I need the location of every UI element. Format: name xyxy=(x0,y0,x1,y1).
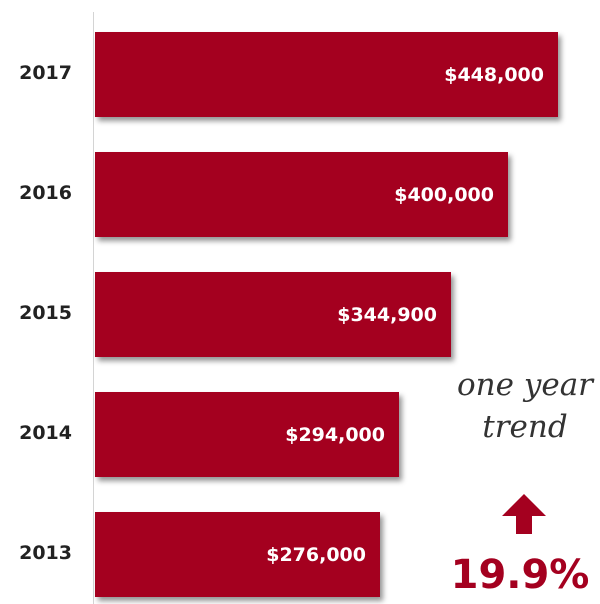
category-label-2016: 2016 xyxy=(19,181,72,204)
category-label-2017: 2017 xyxy=(19,61,72,84)
bar-value-label-2017: $448,000 xyxy=(444,63,544,86)
trend-label-line-2: trend xyxy=(482,409,568,445)
bar-value-label-2013: $276,000 xyxy=(266,543,366,566)
bar-value-label-2016: $400,000 xyxy=(394,183,494,206)
bar-2013: $276,000 xyxy=(95,512,380,597)
bar-value-label-2015: $344,900 xyxy=(337,303,437,326)
bar-2014: $294,000 xyxy=(95,392,399,477)
category-label-2014: 2014 xyxy=(19,421,72,444)
trend-percentage: 19.9% xyxy=(450,552,590,598)
bar-2016: $400,000 xyxy=(95,152,508,237)
bar-2015: $344,900 xyxy=(95,272,451,357)
bar-2017: $448,000 xyxy=(95,32,558,117)
trend-label-line-1: one year xyxy=(457,367,593,403)
bar-value-label-2014: $294,000 xyxy=(285,423,385,446)
category-axis-line xyxy=(93,12,94,604)
trend-label: one year trend xyxy=(430,364,600,448)
category-label-2013: 2013 xyxy=(19,541,72,564)
category-label-2015: 2015 xyxy=(19,301,72,324)
arrow-up-icon xyxy=(502,494,546,534)
